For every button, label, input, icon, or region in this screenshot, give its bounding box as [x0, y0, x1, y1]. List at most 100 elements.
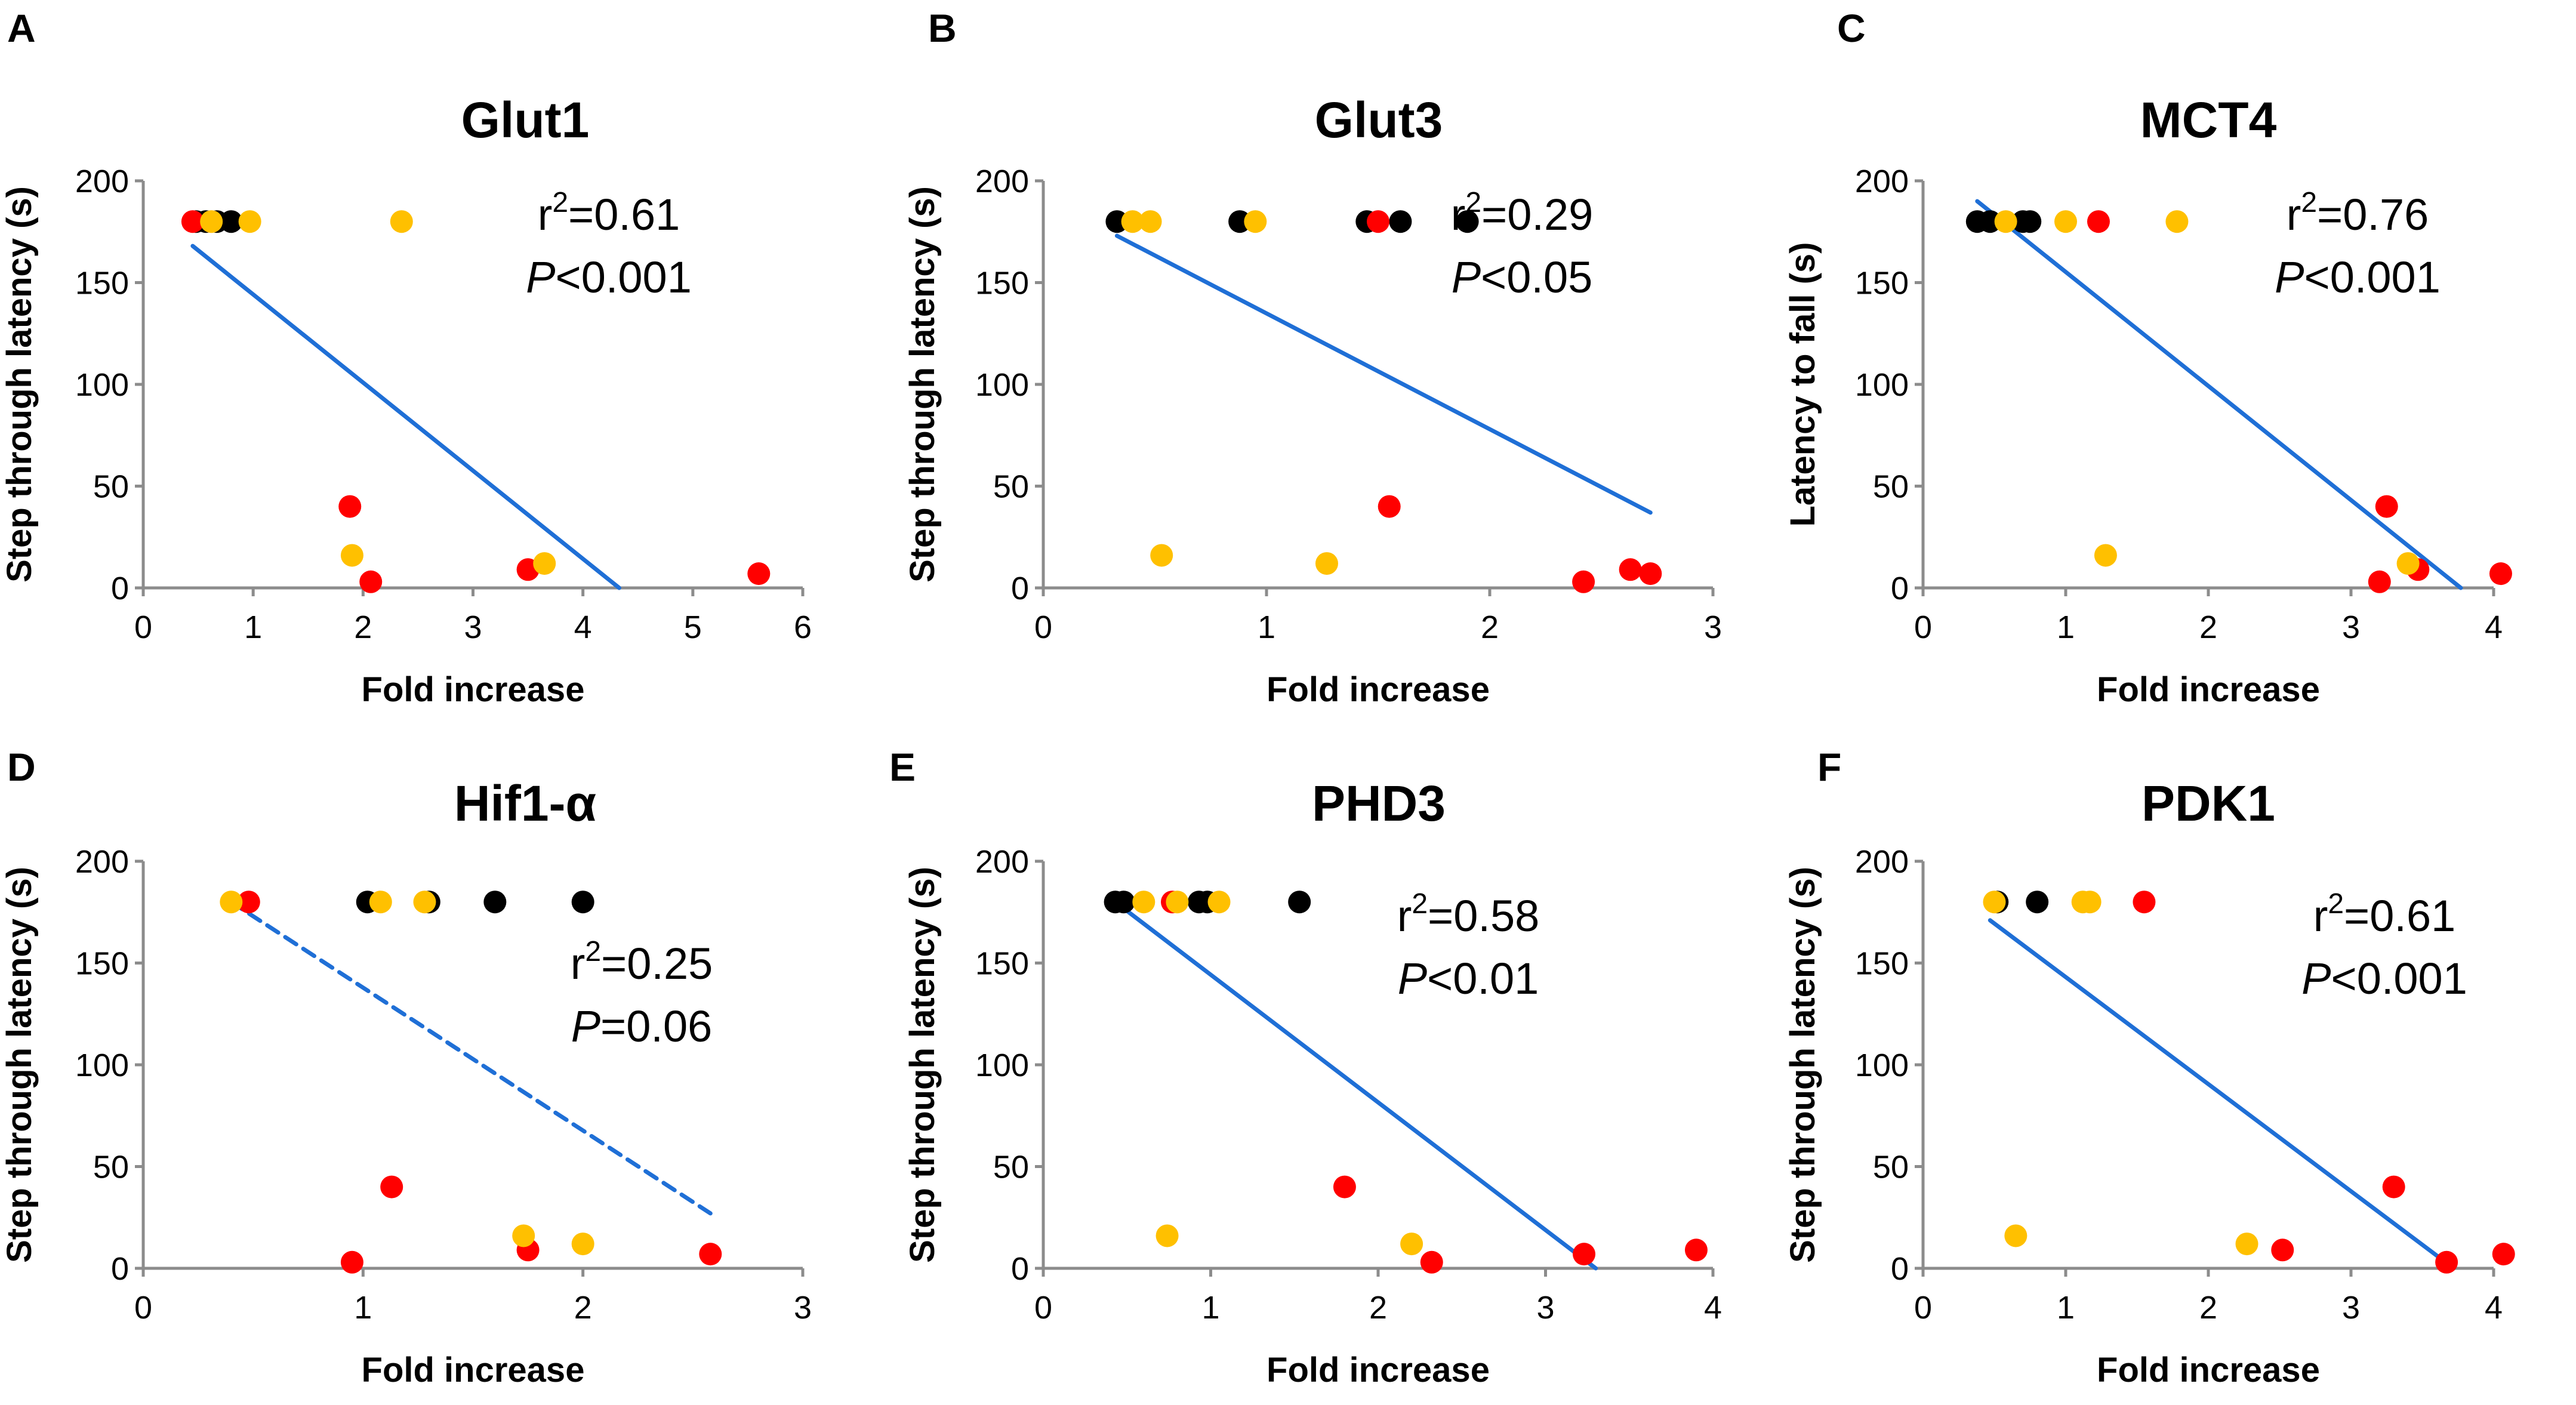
r-squared-label: r2=0.58	[1397, 888, 1540, 941]
x-axis-label: Fold increase	[1267, 1351, 1490, 1389]
data-point-yellow	[2004, 1224, 2027, 1247]
y-tick-label: 200	[975, 164, 1029, 199]
data-point-red	[747, 562, 770, 585]
x-tick-label: 4	[574, 609, 592, 645]
x-tick-label: 4	[1704, 1290, 1722, 1326]
data-point-red	[1367, 210, 1389, 233]
x-axis-label: Fold increase	[2097, 670, 2320, 709]
data-point-yellow	[512, 1224, 535, 1247]
data-point-yellow	[2054, 210, 2077, 233]
x-tick-label: 0	[1914, 609, 1932, 645]
data-point-yellow	[1166, 891, 1188, 913]
data-point-black	[572, 891, 594, 913]
data-point-red	[2271, 1238, 2294, 1261]
r-squared-value: 0.76	[2343, 190, 2429, 239]
data-point-red	[1619, 558, 1642, 581]
panel-letter: C	[1837, 6, 1866, 50]
x-tick-label: 1	[2057, 609, 2075, 645]
data-point-yellow	[341, 544, 363, 566]
p-value-operator: <	[1481, 252, 1506, 302]
p-value: 0.001	[2330, 252, 2441, 302]
data-point-red	[2383, 1176, 2405, 1198]
y-tick-label: 50	[993, 469, 1029, 505]
data-point-yellow	[1400, 1233, 1423, 1255]
chart-title: Hif1-α	[454, 775, 596, 831]
panel-e: EPHD30501001502000 1 2 3 4Fold increaseStep …	[889, 745, 1722, 1389]
data-point-red	[2375, 495, 2398, 518]
x-tick-label: 0	[1914, 1290, 1932, 1326]
y-tick-label: 0	[1891, 571, 1909, 606]
p-value-operator: <	[555, 252, 581, 302]
r-squared-label: r2=0.76	[2287, 187, 2429, 239]
data-point-yellow	[1132, 891, 1155, 913]
panel-a: A Glut1 0 50 100 150 200 0 1 2 3 4 5 6 Fold increase St…	[0, 6, 812, 709]
data-point-yellow	[239, 210, 261, 233]
data-point-red	[1421, 1251, 1443, 1274]
data-point-black	[2019, 210, 2041, 233]
y-tick-label: 150	[75, 266, 129, 301]
p-value: 0.001	[2357, 954, 2467, 1003]
data-point-red	[1573, 1243, 1595, 1265]
r-squared-label: r2=0.61	[538, 187, 680, 239]
x-tick-label: 1	[244, 609, 262, 645]
data-point-yellow	[1244, 210, 1267, 233]
y-tick-label: 0	[1011, 571, 1029, 606]
data-point-yellow	[1315, 552, 1338, 575]
data-point-red	[359, 571, 382, 593]
r-squared-value: 0.61	[2369, 891, 2455, 941]
figure: A Glut1 0 50 100 150 200 0 1 2 3 4 5 6 Fold increase St…	[0, 0, 2576, 1402]
p-value-operator: <	[2304, 252, 2330, 302]
data-point-yellow	[413, 891, 436, 913]
y-tick-label: 100	[1855, 367, 1909, 403]
x-tick-label: 4	[2485, 1290, 2503, 1326]
data-point-yellow	[572, 1233, 594, 1255]
y-axis-label: Step through latency (s)	[903, 867, 942, 1263]
x-axis-label: Fold increase	[2097, 1351, 2320, 1389]
x-tick-label: 3	[2342, 1290, 2360, 1326]
y-tick-label: 150	[975, 266, 1029, 301]
data-point-red	[380, 1176, 403, 1198]
y-tick-label: 50	[1873, 1150, 1909, 1185]
r-squared-value: 0.25	[627, 939, 713, 988]
y-tick-label: 0	[111, 571, 129, 606]
x-tick-label: 3	[794, 1290, 812, 1326]
p-value: 0.05	[1506, 252, 1592, 302]
y-tick-label: 0	[1891, 1251, 1909, 1287]
chart-figure: AGlut10501001502000 1 2 3 4 5 6Fold increaseSt…	[0, 0, 2576, 1402]
data-point-yellow	[2397, 552, 2420, 575]
data-point-red	[2133, 891, 2155, 913]
x-tick-label: 0	[1034, 609, 1052, 645]
r-squared-label: r2=0.61	[2313, 888, 2456, 941]
x-tick-label: 3	[464, 609, 482, 645]
data-point-yellow	[1983, 891, 2006, 913]
y-tick-label: 50	[1873, 469, 1909, 505]
data-point-yellow	[200, 210, 223, 233]
r-squared-value: 0.58	[1453, 891, 1539, 941]
p-value-operator: <	[1427, 954, 1453, 1003]
p-value-operator: =	[600, 1002, 626, 1051]
data-point-red	[699, 1243, 722, 1265]
p-value-label: P<0.001	[526, 252, 692, 302]
data-point-red	[341, 1251, 363, 1274]
y-tick-label: 200	[1855, 844, 1909, 880]
x-tick-label: 0	[134, 609, 152, 645]
data-point-red	[2489, 562, 2512, 585]
y-tick-label: 200	[1855, 164, 1909, 199]
y-tick-label: 200	[75, 844, 129, 880]
chart-title: MCT4	[2140, 92, 2277, 148]
y-axis-label: Step through latency (s)	[0, 186, 39, 583]
p-value: 0.06	[626, 1002, 712, 1051]
panel-b: B Glut3 0 50 100 150 200 0 1 2 3 Fold increase Step …	[903, 6, 1722, 709]
data-point-yellow	[390, 210, 413, 233]
p-value-operator: <	[2331, 954, 2356, 1003]
y-tick-label: 100	[975, 1047, 1029, 1083]
data-point-red	[2435, 1251, 2458, 1274]
x-tick-label: 1	[1201, 1290, 1219, 1326]
r-squared-value: 0.61	[594, 190, 680, 239]
p-value-label: P<0.001	[2275, 252, 2441, 302]
x-tick-label: 2	[2199, 1290, 2217, 1326]
y-tick-label: 150	[1855, 946, 1909, 982]
chart-title: Glut1	[461, 92, 590, 148]
data-point-black	[483, 891, 506, 913]
p-value: 0.001	[581, 252, 692, 302]
